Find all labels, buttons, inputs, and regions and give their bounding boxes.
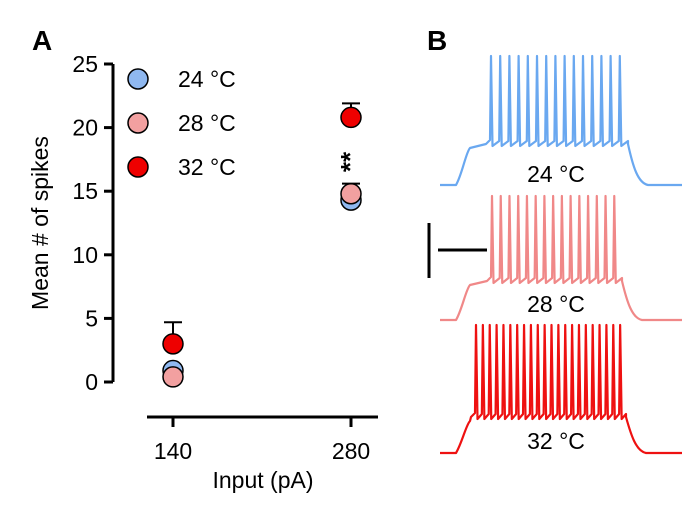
spike-count-plot: 0 5 10 15 20 25 140 280 Mean # of spikes Input… (27, 51, 378, 493)
x-axis-label: Input (pA) (213, 467, 314, 493)
y-tick-label: 5 (85, 305, 98, 331)
legend-marker (127, 112, 149, 134)
y-tick-label: 0 (85, 369, 98, 395)
voltage-traces: 24 °C 28 °C 32 °C (427, 54, 682, 455)
y-tick-label: 10 (72, 242, 98, 268)
data-point (162, 366, 184, 388)
legend-label: 24 °C (178, 66, 236, 92)
x-tick-label: 140 (154, 438, 192, 464)
significance-marker: ** (335, 151, 365, 172)
data-point (162, 333, 184, 355)
x-tick-label: 280 (332, 438, 370, 464)
data-point (340, 106, 362, 129)
trace-label: 28 °C (527, 291, 585, 317)
panel-a-label: A (32, 25, 52, 56)
y-axis-label: Mean # of spikes (27, 136, 53, 310)
trace-2 (440, 323, 682, 455)
legend-marker (127, 68, 149, 90)
legend-label: 28 °C (178, 110, 236, 136)
legend: 24 °C 28 °C 32 °C (127, 66, 236, 180)
trace-label: 24 °C (527, 161, 585, 187)
y-tick-label: 25 (72, 51, 98, 77)
trace-1 (440, 194, 682, 322)
trace-0 (440, 54, 682, 187)
trace-label: 32 °C (527, 428, 585, 454)
y-tick-label: 20 (72, 115, 98, 141)
panel-b-label: B (427, 25, 447, 56)
y-tick-label: 15 (72, 178, 98, 204)
data-point (340, 182, 362, 205)
legend-label: 32 °C (178, 154, 236, 180)
legend-marker (127, 156, 149, 178)
